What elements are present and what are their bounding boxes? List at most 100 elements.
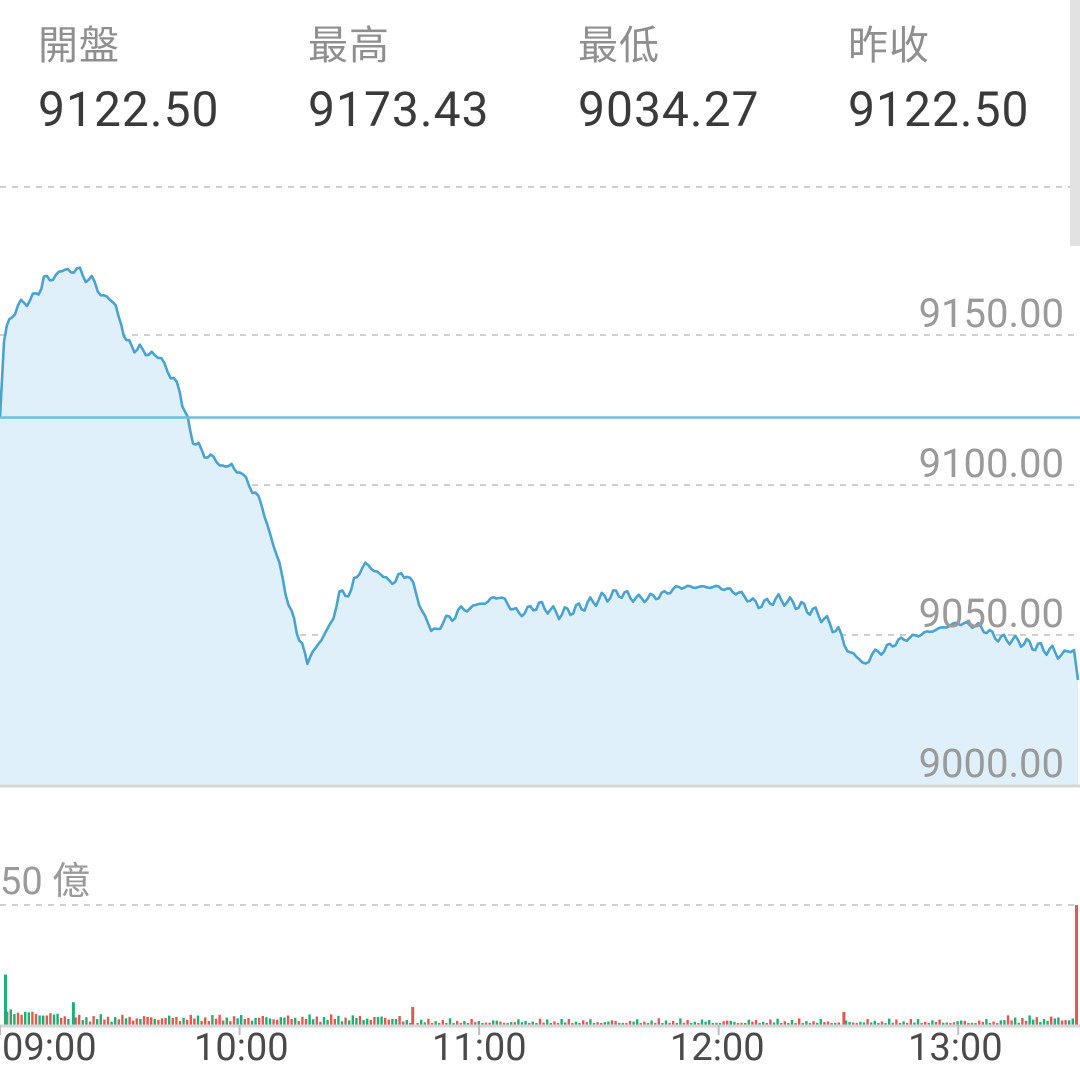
scrollbar[interactable] [1070, 0, 1080, 246]
volume-bar [610, 1020, 614, 1025]
volume-bar [459, 1023, 462, 1025]
volume-bar [427, 1018, 430, 1025]
volume-bar [488, 1022, 491, 1025]
volume-bar [826, 1021, 830, 1025]
volume-bar [675, 1023, 678, 1025]
volume-bar [182, 1017, 185, 1025]
volume-bar [531, 1021, 534, 1025]
volume-bar [682, 1022, 686, 1025]
volume-bar [607, 1021, 610, 1025]
volume-bar [668, 1023, 671, 1025]
volume-bar [1064, 1020, 1067, 1025]
volume-bar [27, 1012, 30, 1025]
volume-bar [740, 1022, 743, 1025]
open-label: 開盤 [38, 22, 120, 69]
volume-bar [474, 1022, 477, 1025]
volume-bar [178, 1020, 182, 1025]
volume-bar [1068, 1020, 1071, 1025]
volume-bar [160, 1018, 164, 1025]
volume-bar [988, 1023, 992, 1025]
volume-bar [960, 1020, 963, 1025]
volume-bar [9, 1009, 12, 1025]
volume-bar [114, 1017, 117, 1025]
volume-bar [16, 1012, 20, 1025]
volume-bar [592, 1022, 596, 1025]
volume-bar [495, 1020, 498, 1025]
volume-bar [902, 1021, 905, 1025]
volume-spike [71, 1002, 75, 1025]
volume-bar [24, 1011, 27, 1025]
volume-bar [646, 1023, 650, 1025]
volume-bar [164, 1018, 167, 1025]
time-axis-label: 10:00 [194, 1026, 289, 1070]
volume-bar [747, 1019, 750, 1025]
volume-bar [704, 1021, 707, 1025]
volume-bar [92, 1016, 95, 1025]
volume-bar [805, 1021, 808, 1025]
volume-bar [772, 1022, 776, 1025]
volume-bar [128, 1016, 131, 1025]
volume-bar [596, 1022, 599, 1025]
volume-bar [1060, 1020, 1064, 1025]
volume-bar [153, 1018, 156, 1025]
volume-bar [1021, 1017, 1024, 1025]
volume-bar [150, 1017, 153, 1025]
volume-bar [798, 1018, 801, 1025]
volume-bar [524, 1020, 527, 1025]
volume-bar [380, 1016, 383, 1025]
volume-bar [992, 1021, 995, 1025]
volume-bar [362, 1019, 365, 1025]
volume-bar [643, 1021, 646, 1025]
volume-bar [686, 1020, 689, 1025]
volume-bar [934, 1021, 938, 1025]
price-axis-label: 9050.00 [918, 590, 1064, 637]
volume-bar [700, 1019, 704, 1025]
volume-bar [870, 1022, 873, 1025]
volume-bar [441, 1020, 444, 1025]
volume-bar [387, 1019, 390, 1025]
volume-bar [621, 1023, 624, 1025]
volume-bar [931, 1020, 934, 1025]
volume-spike [842, 1011, 846, 1025]
price-axis-label: 9150.00 [918, 290, 1064, 337]
volume-bar [758, 1023, 761, 1025]
volume-bar [405, 1020, 408, 1025]
volume-bar [499, 1021, 502, 1025]
volume-bar [193, 1018, 196, 1025]
volume-bar [510, 1022, 513, 1025]
volume-bar [891, 1022, 894, 1025]
volume-bar [96, 1019, 99, 1025]
volume-bar [13, 1014, 16, 1025]
volume-bar [985, 1019, 988, 1025]
volume-bar [632, 1021, 635, 1025]
volume-bar [283, 1017, 286, 1025]
volume-bar [448, 1018, 452, 1025]
volume-bar [492, 1020, 495, 1025]
volume-bar [895, 1019, 898, 1025]
volume-bar [438, 1023, 441, 1025]
volume-bar [690, 1023, 693, 1025]
volume-bar [81, 1020, 84, 1025]
volume-bar [816, 1022, 819, 1025]
volume-bar [297, 1021, 300, 1025]
volume-bar [1003, 1020, 1006, 1025]
volume-bar [913, 1022, 916, 1025]
volume-bar [348, 1020, 351, 1025]
volume-bar [258, 1017, 261, 1025]
volume-bar [308, 1014, 311, 1025]
high-stat: 最高 9173.43 [308, 22, 490, 140]
volume-bar [135, 1018, 138, 1025]
volume-bar [484, 1022, 488, 1025]
volume-bar [967, 1023, 970, 1025]
volume-bar [880, 1021, 884, 1025]
volume-bar [1014, 1017, 1017, 1025]
volume-bar [1050, 1016, 1053, 1025]
volume-bar [470, 1018, 473, 1025]
volume-bar [672, 1020, 675, 1025]
volume-bar [715, 1022, 718, 1025]
volume-bar [862, 1022, 866, 1025]
volume-bar [189, 1014, 192, 1025]
volume-bar [268, 1018, 272, 1025]
volume-bar [769, 1019, 772, 1025]
